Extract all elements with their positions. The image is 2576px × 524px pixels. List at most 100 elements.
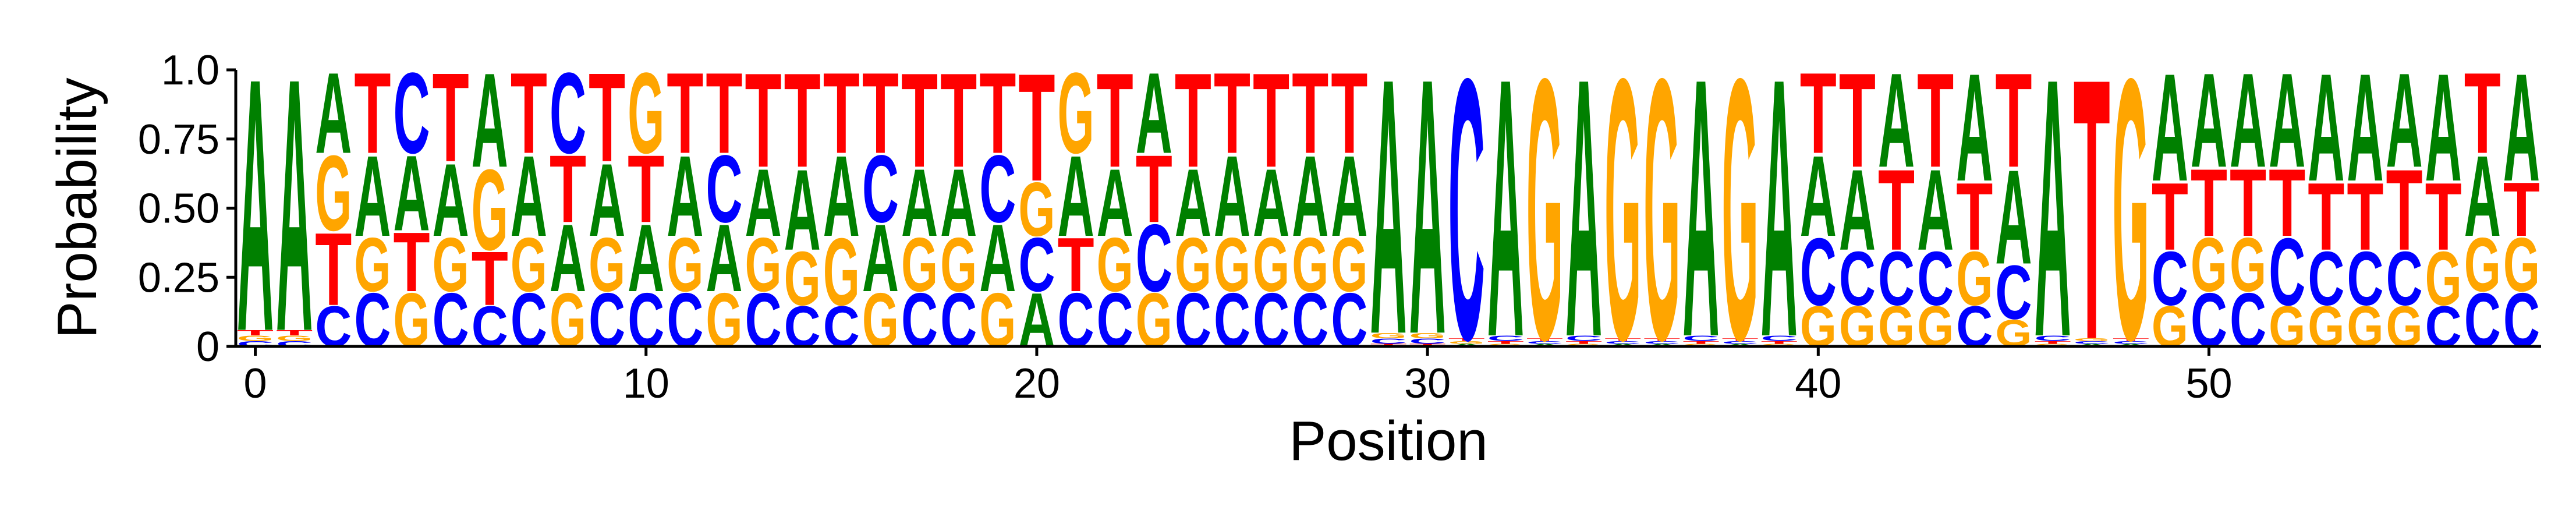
logo-letter-c: C [1995, 249, 2032, 335]
logo-letter-c: C [1370, 337, 1406, 345]
logo-letter-t: T [1057, 222, 1094, 308]
logo-letter-a: A [589, 142, 625, 258]
logo-letter-a: A [706, 204, 742, 311]
logo-letter-a: A [2269, 45, 2305, 195]
logo-letter-t: T [1722, 338, 1759, 342]
logo-letter-t: T [2230, 149, 2266, 257]
y-tick-label: 0.25 [138, 254, 219, 301]
logo-letter-t: T [784, 45, 821, 195]
logo-letter-c: C [1839, 236, 1876, 321]
logo-letter-g: G [1018, 167, 1055, 253]
logo-letter-a: A [1761, 2, 1798, 413]
logo-letter-a: A [276, 3, 313, 406]
logo-letter-g: G [2269, 295, 2305, 359]
logo-letter-c: C [1565, 334, 1602, 343]
logo-letter-g: G [1370, 331, 1406, 340]
logo-letter-g: G [2308, 295, 2344, 359]
x-ticks: 0 10 20 30 40 50 [244, 346, 2233, 407]
logo-letter-c: C [393, 49, 430, 178]
logo-letter-t: T [1253, 45, 1289, 195]
logo-letter-g: G [472, 146, 508, 275]
logo-letter-g: G [667, 222, 703, 308]
logo-letter-c: C [1331, 277, 1367, 363]
logo-letter-a: A [1839, 147, 1876, 275]
logo-letter-a: A [1956, 41, 1993, 213]
logo-letter-c: C [901, 277, 938, 363]
logo-letter-c: C [940, 277, 977, 363]
logo-letter-t: T [1214, 49, 1250, 178]
logo-letter-c: C [354, 277, 391, 363]
logo-letter-t: T [1565, 340, 1602, 344]
logo-letter-g: G [1839, 295, 1876, 359]
logo-letter-t: T [2347, 163, 2383, 271]
logo-letter-a: A [1331, 133, 1367, 261]
logo-letter-c: C [433, 277, 469, 363]
logo-letter-c: C [706, 136, 742, 243]
logo-letter-a: A [979, 204, 1016, 311]
logo-letter-g: G [1604, 1, 1641, 417]
y-ticks: 0 0.25 0.50 0.75 1.0 [138, 47, 236, 370]
logo-letter-t: T [1175, 45, 1211, 195]
logo-letter-c: C [862, 136, 899, 243]
logo-letter-g: G [2503, 222, 2540, 308]
x-tick-label: 40 [1795, 360, 1841, 407]
logo-letter-c: C [1682, 334, 1719, 343]
logo-letter-g: G [1643, 1, 1680, 417]
logo-letter-t: T [1136, 136, 1172, 243]
logo-letter-t: T [2386, 146, 2423, 275]
logo-letter-c: C [1761, 334, 1798, 343]
logo-letter-c: C [550, 49, 586, 178]
logo-letter-c: C [1018, 222, 1055, 307]
logo-letter-c: C [745, 277, 782, 363]
logo-letter-t: T [823, 49, 860, 178]
logo-letter-c: C [315, 294, 352, 359]
logo-letter-t: T [901, 45, 938, 195]
logo-letter-t: T [2034, 340, 2071, 344]
logo-letter-g: G [1253, 222, 1289, 308]
logo-letter-t: T [2425, 163, 2462, 271]
logo-letter-a: A [511, 133, 547, 261]
logo-letter-c: C [1292, 277, 1328, 363]
logo-letter-t: T [667, 49, 703, 178]
logo-letter-g: G [2347, 295, 2383, 359]
logo-letter-g: G [2074, 338, 2110, 342]
logo-letter-t: T [1800, 49, 1837, 178]
logo-letter-a: A [2308, 41, 2344, 213]
logo-letter-c: C [2308, 236, 2344, 321]
logo-letter-a: A [1136, 49, 1172, 178]
logo-letter-g: G [706, 278, 742, 363]
logo-letter-c: C [2034, 334, 2071, 343]
logo-letter-g: G [823, 218, 860, 325]
logo-letter-c: C [2425, 294, 2462, 359]
logo-letter-c: C [1487, 334, 1524, 343]
logo-letter-g: G [1331, 222, 1367, 308]
logo-letter-g: G [1097, 222, 1133, 308]
logo-letter-c: C [1057, 277, 1094, 363]
logo-letter-c: C [2113, 340, 2149, 344]
y-tick-label: 0 [196, 324, 219, 370]
logo-letter-t: T [940, 45, 977, 195]
logo-letter-a: A [315, 49, 352, 178]
logo-letter-t: T [511, 49, 547, 178]
logo-letter-c: C [2347, 236, 2383, 321]
logo-letter-t: T [706, 49, 742, 178]
logo-letter-a: A [2503, 41, 2540, 213]
logo-letter-c: C [1526, 340, 1563, 344]
logo-letter-t: T [276, 328, 313, 337]
logo-letter-a: A [940, 149, 977, 256]
y-axis-label: Probability [46, 77, 108, 338]
logo-letter-t: T [1839, 45, 1876, 195]
logo-letter-c: C [1956, 294, 1993, 359]
logo-letter-c: C [2503, 277, 2540, 363]
logo-letter-t: T [1018, 43, 1055, 214]
logo-letter-a: A [1370, 2, 1406, 410]
y-tick-label: 0.75 [138, 116, 219, 163]
logo-letter-a: A [823, 133, 860, 261]
logo-letter-t: T [862, 49, 899, 178]
logo-letter-t: T [1292, 49, 1328, 178]
logo-letter-a: A [784, 147, 821, 275]
logo-letter-a: A [433, 142, 469, 258]
x-tick-label: 20 [1014, 360, 1060, 407]
logo-letter-a: A [745, 149, 782, 256]
